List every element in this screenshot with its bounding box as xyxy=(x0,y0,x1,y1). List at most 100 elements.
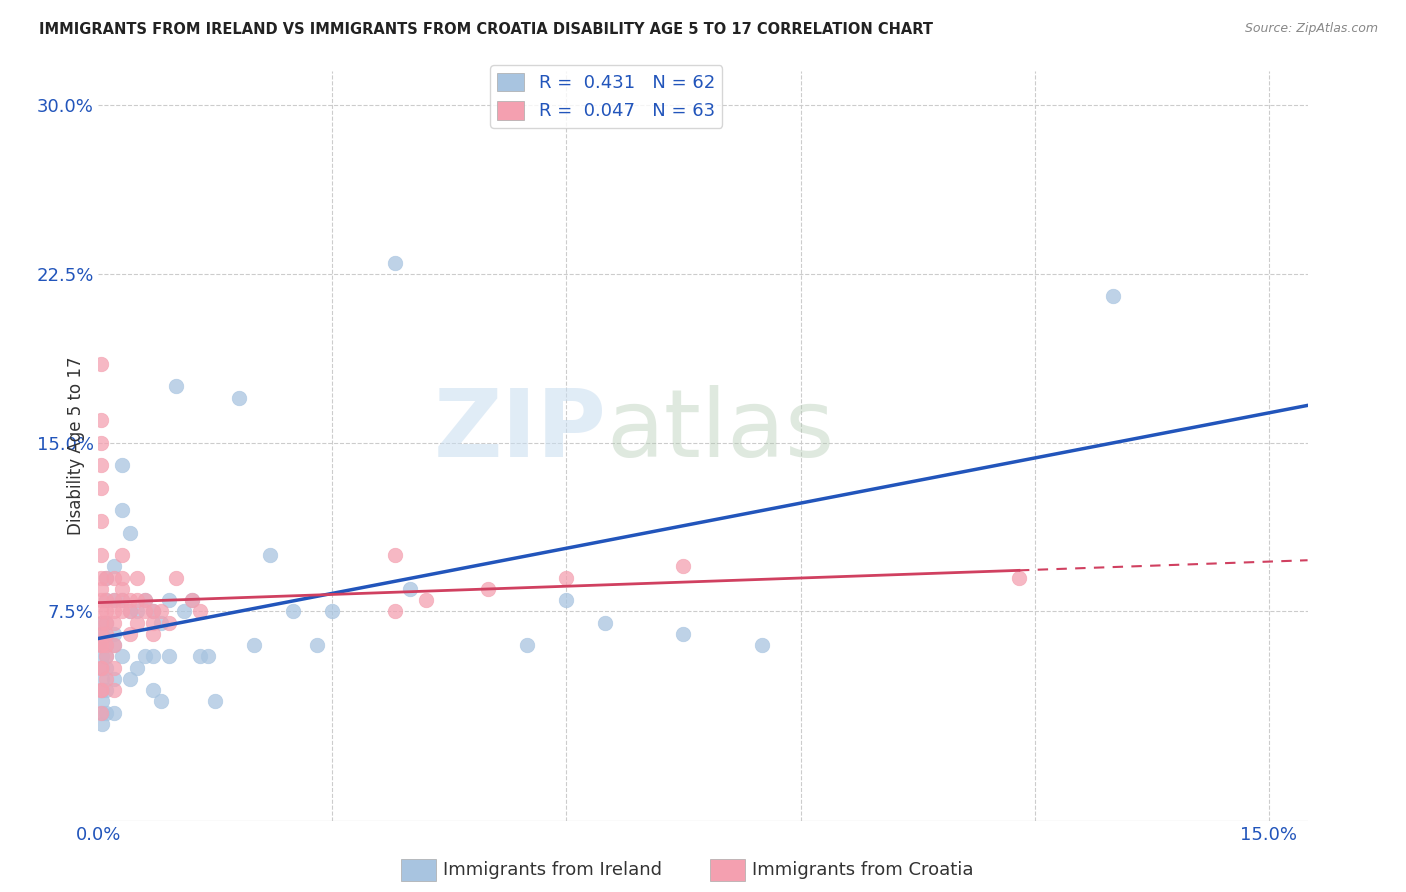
Point xyxy=(103,571,125,585)
Point xyxy=(134,604,156,618)
Point xyxy=(90,660,112,674)
Point xyxy=(149,604,172,618)
Point xyxy=(103,706,125,720)
Point xyxy=(118,604,141,618)
Point xyxy=(103,559,125,574)
Point xyxy=(90,582,112,596)
Point xyxy=(142,683,165,698)
Point xyxy=(384,255,406,269)
Point xyxy=(165,571,187,585)
Point xyxy=(90,615,112,630)
Point xyxy=(127,604,149,618)
Point xyxy=(91,638,114,652)
Point xyxy=(555,593,578,607)
Point xyxy=(96,593,118,607)
Point xyxy=(134,649,156,664)
Point xyxy=(96,615,118,630)
Text: Source: ZipAtlas.com: Source: ZipAtlas.com xyxy=(1244,22,1378,36)
Point xyxy=(96,571,118,585)
Point xyxy=(90,413,112,427)
Point xyxy=(149,615,172,630)
Point xyxy=(243,638,266,652)
Point xyxy=(103,604,125,618)
Point xyxy=(157,593,180,607)
Point xyxy=(173,604,195,618)
Point xyxy=(142,604,165,618)
Point xyxy=(90,435,112,450)
Point xyxy=(1101,289,1123,303)
Point xyxy=(305,638,328,652)
Point xyxy=(90,515,112,529)
Point xyxy=(90,660,112,674)
Point xyxy=(90,706,112,720)
Point xyxy=(259,548,281,562)
Point xyxy=(204,694,226,708)
Point xyxy=(142,615,165,630)
Point xyxy=(111,458,134,472)
Point xyxy=(384,548,406,562)
Point xyxy=(181,593,204,607)
Point xyxy=(96,627,118,641)
Point xyxy=(90,683,112,698)
Point xyxy=(197,649,219,664)
Text: Immigrants from Croatia: Immigrants from Croatia xyxy=(752,861,974,879)
Point xyxy=(111,604,134,618)
Point xyxy=(91,694,114,708)
Point xyxy=(149,694,172,708)
Point xyxy=(188,604,211,618)
Point xyxy=(142,604,165,618)
Point xyxy=(96,649,118,664)
Point xyxy=(96,672,118,686)
Y-axis label: Disability Age 5 to 17: Disability Age 5 to 17 xyxy=(66,357,84,535)
Point xyxy=(751,638,773,652)
Point xyxy=(142,649,165,664)
Point xyxy=(96,638,118,652)
Point xyxy=(384,604,406,618)
Point xyxy=(672,627,695,641)
Point xyxy=(91,672,114,686)
Point xyxy=(228,391,250,405)
Point xyxy=(91,660,114,674)
Point xyxy=(127,660,149,674)
Point xyxy=(96,604,118,618)
Point xyxy=(103,615,125,630)
Point xyxy=(103,638,125,652)
Point xyxy=(91,627,114,641)
Point xyxy=(90,481,112,495)
Point xyxy=(90,604,112,618)
Legend: R =  0.431   N = 62, R =  0.047   N = 63: R = 0.431 N = 62, R = 0.047 N = 63 xyxy=(491,65,723,128)
Point xyxy=(103,593,125,607)
Point xyxy=(91,615,114,630)
Point xyxy=(90,683,112,698)
Point xyxy=(96,571,118,585)
Point xyxy=(111,593,134,607)
Point xyxy=(103,627,125,641)
Point xyxy=(90,593,112,607)
Text: ZIP: ZIP xyxy=(433,385,606,477)
Point xyxy=(103,672,125,686)
Point xyxy=(477,582,499,596)
Point xyxy=(111,582,134,596)
Point xyxy=(157,649,180,664)
Point xyxy=(321,604,343,618)
Point xyxy=(111,593,134,607)
Point xyxy=(127,615,149,630)
Point xyxy=(90,458,112,472)
Point xyxy=(103,593,125,607)
Point xyxy=(118,525,141,540)
Point xyxy=(96,683,118,698)
Point xyxy=(103,660,125,674)
Text: IMMIGRANTS FROM IRELAND VS IMMIGRANTS FROM CROATIA DISABILITY AGE 5 TO 17 CORREL: IMMIGRANTS FROM IRELAND VS IMMIGRANTS FR… xyxy=(39,22,934,37)
Point xyxy=(127,593,149,607)
Point xyxy=(188,649,211,664)
Point xyxy=(516,638,538,652)
Point xyxy=(595,615,617,630)
Point xyxy=(90,571,112,585)
Point xyxy=(96,649,118,664)
Point xyxy=(96,638,118,652)
Point xyxy=(157,615,180,630)
Point xyxy=(91,683,114,698)
Point xyxy=(96,593,118,607)
Point xyxy=(103,638,125,652)
Point xyxy=(134,593,156,607)
